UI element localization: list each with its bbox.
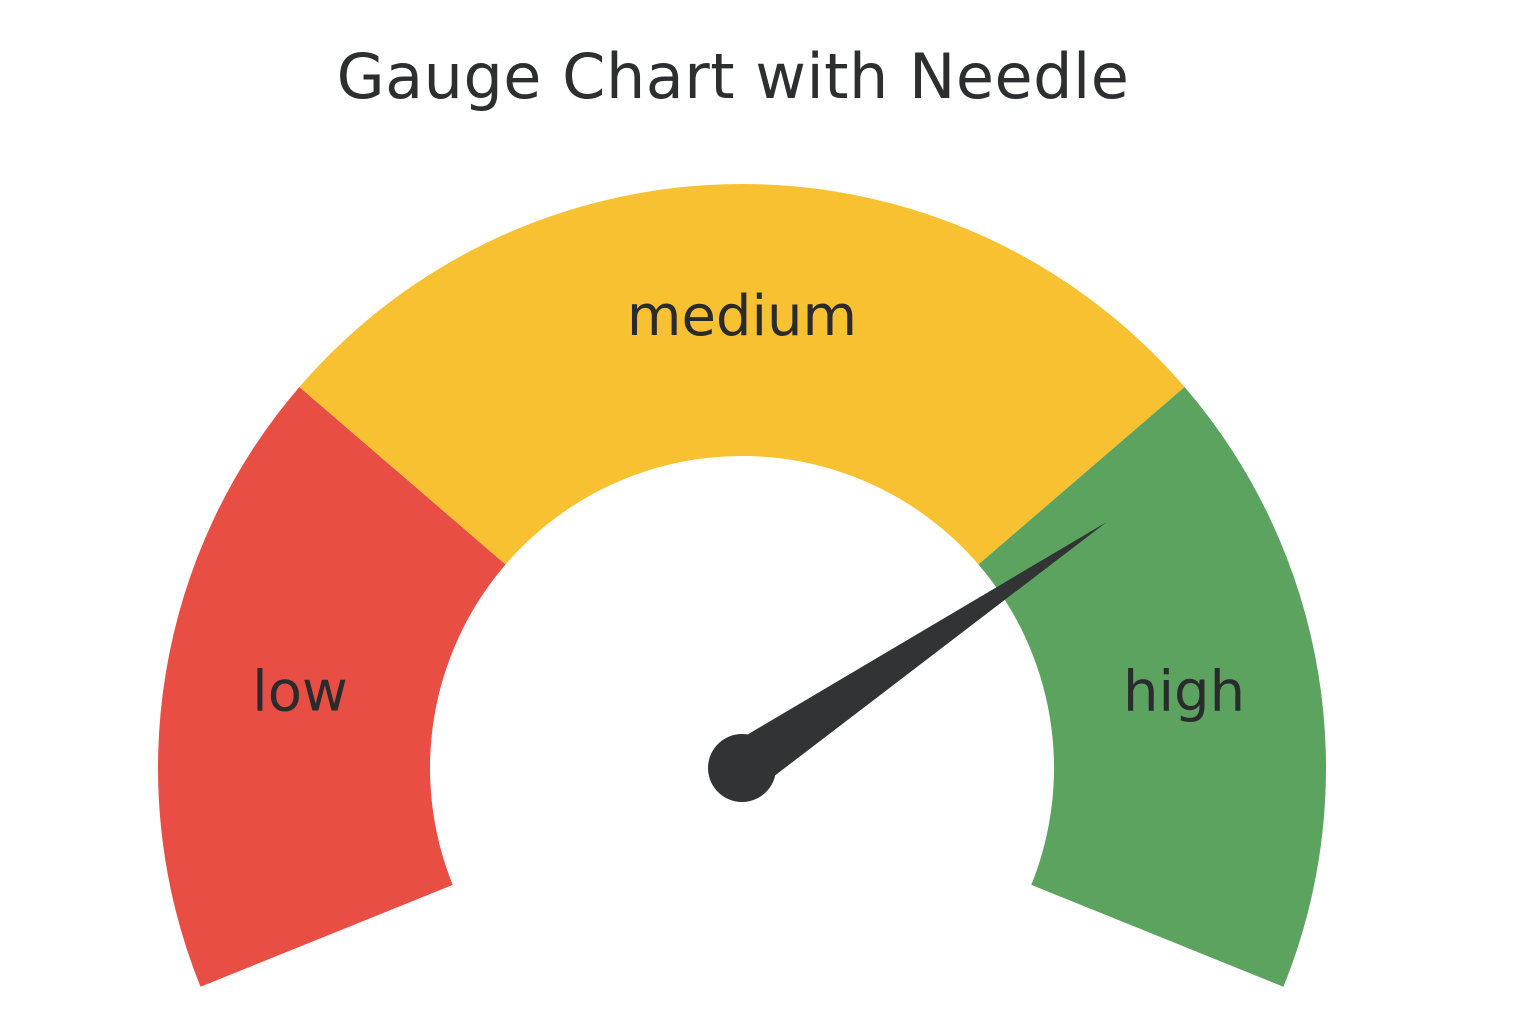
gauge-band-label-low: low xyxy=(252,659,348,724)
chart-title: Gauge Chart with Needle xyxy=(336,40,1130,113)
gauge-band-low xyxy=(157,387,506,987)
gauge-needle xyxy=(708,521,1107,802)
gauge-bands xyxy=(157,183,1326,987)
gauge-band-medium xyxy=(299,183,1185,565)
gauge-band-high xyxy=(978,387,1326,987)
needle-hub xyxy=(708,734,776,802)
gauge-band-labels: low medium high xyxy=(252,284,1245,724)
gauge-band-label-medium: medium xyxy=(627,284,857,349)
needle-pointer xyxy=(727,521,1107,790)
gauge-band-label-high: high xyxy=(1123,659,1245,724)
